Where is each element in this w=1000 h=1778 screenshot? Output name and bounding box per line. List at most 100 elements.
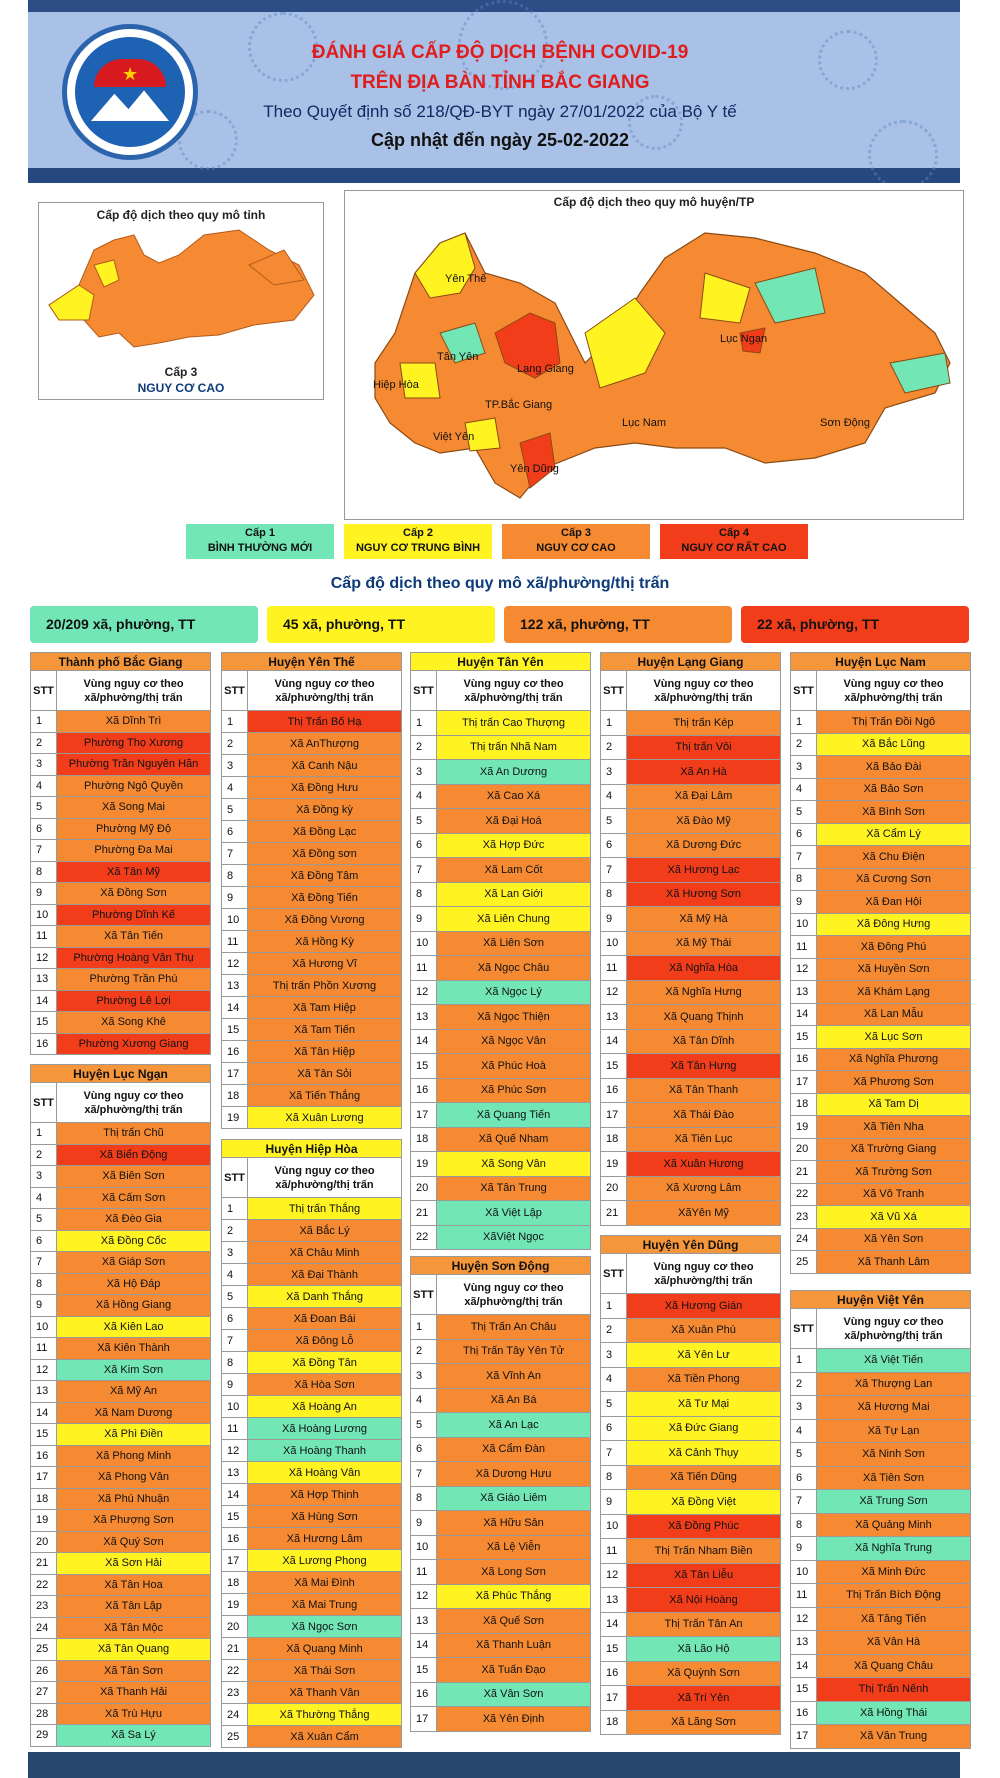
table-row: 12 Phường Hoàng Văn Thụ	[30, 946, 212, 969]
commune-name: Xã Tiên Sơn	[816, 1465, 971, 1490]
commune-name: Xã Bắc Lý	[246, 1219, 403, 1242]
commune-name: Thị trấn Nhã Nam	[436, 734, 591, 760]
commune-name: Xã Xuân Cẩm	[246, 1725, 403, 1748]
commune-name: Xã Tam Dị	[816, 1092, 971, 1116]
row-number: 17	[600, 1102, 627, 1128]
row-number: 2	[600, 1317, 627, 1343]
row-number: 7	[790, 1489, 817, 1514]
commune-name: Xã Vô Tranh	[816, 1182, 971, 1206]
table-row: 25 Xã Tân Quang	[30, 1638, 211, 1661]
commune-name: Xã Xuân Hương	[625, 1151, 782, 1177]
summary-level-1: 20/209 xã, phường, TT	[30, 606, 258, 643]
commune-name: Xã Đồng Việt	[625, 1489, 782, 1515]
commune-name: Xã Lam Cốt	[436, 857, 591, 883]
commune-name: Xã Lương Phong	[246, 1549, 403, 1572]
commune-name: Xã Yên Định	[436, 1706, 591, 1732]
commune-name: Thị trấn Phồn Xương	[247, 974, 402, 997]
commune-name: Xã An Lạc	[436, 1412, 591, 1438]
table-row: 11 Xã Long Sơn	[410, 1559, 591, 1585]
table-row: 7 Xã Dương Hưu	[410, 1461, 591, 1487]
table-row: 3 Xã Bảo Đài	[790, 755, 971, 779]
table-row: 5 Xã Bình Sơn	[790, 800, 971, 824]
commune-name: Xã Đồng Cốc	[56, 1229, 211, 1252]
table-row: 4 Xã Tiền Phong	[600, 1366, 782, 1392]
table-row: 12 Xã Huyền Sơn	[790, 957, 971, 981]
commune-name: Xã Dương Đức	[625, 832, 782, 858]
row-number: 5	[790, 1442, 817, 1467]
commune-name: Xã Phì Điền	[56, 1423, 211, 1446]
commune-name: Xã Đồng sơn	[247, 842, 402, 865]
commune-name: Xã Hoàng Thanh	[246, 1439, 403, 1462]
district-name: Huyện Việt Yên	[790, 1290, 971, 1309]
table-row: 6 Xã Cẩm Lý	[790, 822, 971, 846]
commune-name: Xã Biển Động	[56, 1143, 211, 1166]
table-row: 24 Xã Thường Thắng	[221, 1703, 403, 1726]
district-label-tp-bac-giang: TP.Bắc Giang	[485, 399, 553, 411]
district-table-t5: Huyện Tân Yên STT Vùng nguy cơ theo xã/phư…	[410, 652, 591, 1250]
table-row: 8 Xã Lan Giới	[410, 881, 591, 907]
legend-level-4: Cấp 4 NGUY CƠ RẤT CAO	[660, 524, 808, 559]
commune-name: Phường Xương Giang	[55, 1032, 212, 1055]
row-number: 14	[600, 1028, 627, 1054]
commune-name: Xã Hợp Đức	[436, 832, 591, 858]
commune-name: Xã Hương Lâm	[246, 1527, 403, 1550]
row-number: 20	[221, 1615, 248, 1638]
row-number: 11	[600, 955, 627, 981]
table-row: 22 XãViệt Ngọc	[410, 1224, 591, 1250]
row-number: 7	[790, 845, 817, 869]
table-row: 4 Xã Đại Lâm	[600, 783, 782, 809]
table-row: 11 Thị Trấn Nham Biền	[600, 1538, 782, 1564]
row-number: 4	[30, 774, 57, 797]
table-row: 17 Xã Yên Định	[410, 1706, 591, 1732]
row-number: 22	[30, 1573, 57, 1596]
table-row: 10 Xã Đông Hưng	[790, 912, 971, 936]
table-row: 21 Xã Quang Minh	[221, 1637, 403, 1660]
commune-name: Xã Đoan Bái	[246, 1307, 403, 1330]
legend-level-2-label: Cấp 2	[403, 527, 433, 539]
row-number: 29	[30, 1724, 57, 1747]
commune-name: Thị trấn Cao Thượng	[436, 710, 591, 736]
stt-header: STT	[600, 670, 627, 711]
row-number: 10	[410, 1534, 437, 1560]
table-row: 7 Xã Cảnh Thụy	[600, 1440, 782, 1466]
commune-name: Xã Nội Hoàng	[625, 1587, 782, 1613]
table-row: 8 Xã Tân Mỹ	[30, 860, 212, 883]
row-number: 25	[30, 1638, 57, 1661]
row-number: 13	[600, 1004, 627, 1030]
row-number: 14	[410, 1028, 437, 1054]
commune-name: Xã Thanh Hải	[56, 1681, 211, 1704]
table-row: 14 Xã Thanh Luận	[410, 1632, 591, 1658]
stt-header: STT	[221, 670, 248, 711]
district-label-son-dong: Sơn Động	[820, 417, 871, 429]
row-number: 1	[30, 710, 57, 733]
table-row: 8 Xã Hộ Đáp	[30, 1272, 211, 1295]
table-row: 13 Xã Mỹ An	[30, 1380, 211, 1403]
commune-name: Xã Cẩm Đàn	[436, 1436, 591, 1462]
row-number: 16	[600, 1077, 627, 1103]
row-number: 4	[790, 777, 817, 801]
table-row: 20 Xã Ngọc Sơn	[221, 1615, 403, 1638]
stt-header: STT	[221, 1157, 248, 1198]
row-number: 21	[600, 1200, 627, 1226]
row-number: 11	[30, 1337, 57, 1360]
commune-name: Xã Đại Thành	[246, 1263, 403, 1286]
commune-name: Xã Đèo Gia	[56, 1208, 211, 1231]
commune-name: Xã Mai Trung	[246, 1593, 403, 1616]
row-number: 15	[600, 1053, 627, 1079]
commune-name: Xã Cấm Sơn	[56, 1186, 211, 1209]
row-number: 18	[221, 1571, 248, 1594]
commune-name: Xã Cẩm Lý	[816, 822, 971, 846]
row-number: 18	[410, 1126, 437, 1152]
row-number: 3	[221, 1241, 248, 1264]
table-row: 6 Phường Mỹ Độ	[30, 817, 212, 840]
commune-name: Xã Trường Sơn	[816, 1160, 971, 1184]
table-row: 7 Xã Đông Lỗ	[221, 1329, 403, 1352]
table-row: 4 Phường Ngô Quyền	[30, 774, 212, 797]
table-row: 5 Xã Đèo Gia	[30, 1208, 211, 1231]
row-number: 7	[410, 857, 437, 883]
commune-name: Xã Hoàng Lương	[246, 1417, 403, 1440]
commune-name: Xã Song Mai	[55, 796, 212, 819]
table-row: 17 Xã Phong Vân	[30, 1466, 211, 1489]
commune-name: Thị Trấn Đồi Ngô	[816, 710, 971, 734]
commune-name: Phường Mỹ Độ	[55, 817, 212, 840]
